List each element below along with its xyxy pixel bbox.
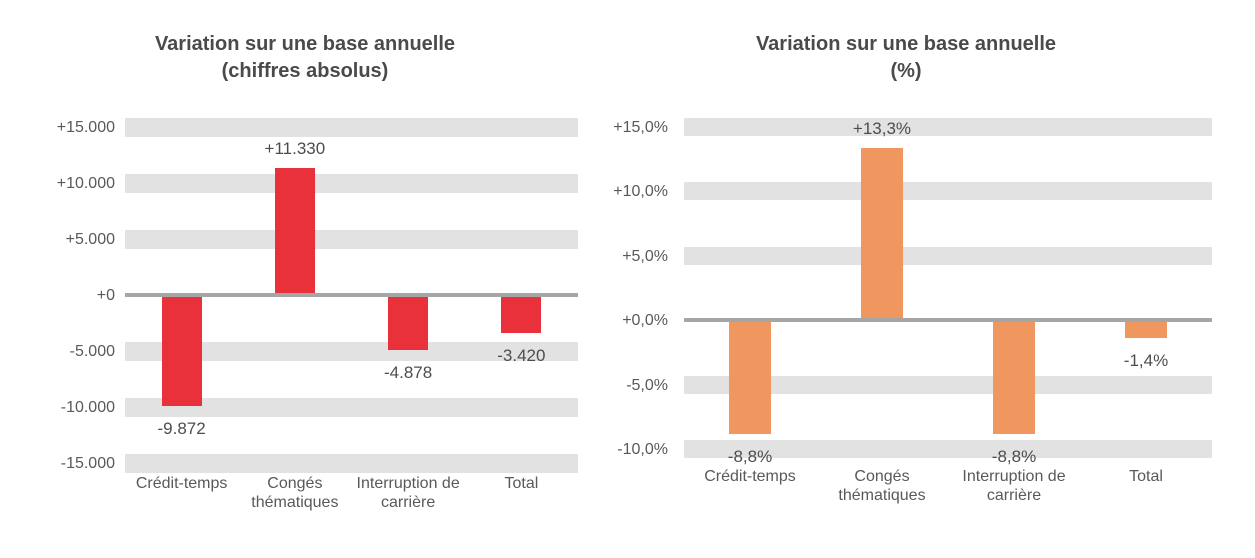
zero-axis-line bbox=[125, 293, 578, 297]
bar-percent bbox=[861, 148, 903, 320]
chart-title-absolute: Variation sur une base annuelle (chiffres… bbox=[30, 31, 580, 85]
x-axis-category-label: Crédit-temps bbox=[135, 475, 228, 492]
bar-percent bbox=[1125, 320, 1167, 339]
bar-value-label: -1,4% bbox=[1123, 351, 1169, 371]
grid-band bbox=[684, 440, 1212, 458]
x-axis-category-label: Interruption de carrière bbox=[356, 475, 460, 511]
grid-band bbox=[684, 117, 1212, 136]
bar-absolute bbox=[501, 295, 542, 334]
bar-percent bbox=[729, 320, 771, 434]
bar-absolute bbox=[274, 168, 315, 295]
grid-band bbox=[684, 246, 1212, 265]
chart-title-percent: Variation sur une base annuelle (%) bbox=[600, 31, 1212, 85]
y-axis-tick-label: -10.000 bbox=[60, 399, 115, 416]
y-axis-tick-label: -10,0% bbox=[617, 441, 668, 458]
x-axis-category-label: Interruption de carrière bbox=[962, 468, 1066, 504]
chart-title-line1: Variation sur une base annuelle bbox=[755, 33, 1057, 55]
y-axis-tick-label: +0 bbox=[96, 287, 115, 304]
y-axis-tick-label: -15.000 bbox=[60, 455, 115, 472]
y-axis-tick-label: +5,0% bbox=[622, 247, 668, 265]
grid-band bbox=[125, 229, 578, 249]
bar-absolute bbox=[388, 295, 429, 350]
grid-band bbox=[125, 117, 578, 137]
chart-title-line2: (chiffres absolus) bbox=[221, 60, 389, 82]
bar-value-label: -8,8% bbox=[991, 446, 1037, 466]
x-axis-category-label: Total bbox=[1129, 468, 1163, 485]
y-axis-tick-label: +0,0% bbox=[622, 312, 668, 329]
x-axis-category-label: Total bbox=[504, 475, 539, 492]
x-axis-category-label: Congés thématiques bbox=[251, 475, 339, 511]
bar-value-label: +13,3% bbox=[852, 119, 912, 139]
y-axis-tick-label: +5.000 bbox=[65, 231, 115, 248]
bar-value-label: -9.872 bbox=[157, 418, 206, 438]
bar-absolute bbox=[161, 295, 202, 406]
chart-title-line2: (%) bbox=[890, 60, 922, 82]
grid-band bbox=[125, 453, 578, 473]
bar-value-label: -8,8% bbox=[727, 446, 773, 466]
y-axis-tick-label: +10,0% bbox=[613, 183, 668, 200]
grid-band bbox=[684, 375, 1212, 394]
x-axis-category-label: Congés thématiques bbox=[838, 468, 926, 504]
grid-band bbox=[684, 182, 1212, 200]
grid-band bbox=[125, 397, 578, 417]
y-axis-tick-label: -5.000 bbox=[69, 343, 115, 360]
x-axis-category-label: Crédit-temps bbox=[704, 468, 796, 485]
y-axis-tick-label: +10.000 bbox=[56, 175, 115, 192]
bar-value-label: -3.420 bbox=[497, 346, 546, 366]
chart-title-line1: Variation sur une base annuelle bbox=[154, 33, 456, 55]
bar-percent bbox=[993, 320, 1035, 434]
bar-value-label: +11.330 bbox=[264, 139, 326, 159]
y-axis-tick-label: -5,0% bbox=[626, 376, 668, 394]
grid-band bbox=[125, 173, 578, 193]
y-axis-tick-label: +15.000 bbox=[56, 119, 115, 136]
zero-axis-line bbox=[684, 318, 1212, 322]
bar-value-label: -4.878 bbox=[384, 362, 433, 382]
grid-band bbox=[125, 341, 578, 361]
y-axis-tick-label: +15,0% bbox=[613, 118, 668, 136]
